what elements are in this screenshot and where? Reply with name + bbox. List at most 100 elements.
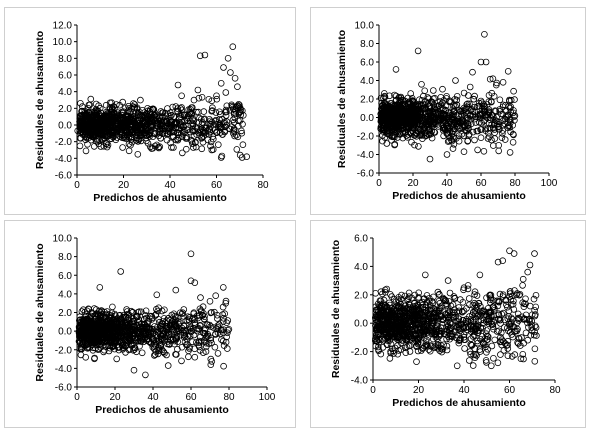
data-point	[87, 319, 95, 327]
data-point	[470, 95, 478, 103]
data-point	[424, 343, 431, 350]
data-point	[194, 86, 202, 94]
data-point	[533, 332, 540, 339]
data-point	[151, 323, 158, 330]
data-point	[438, 345, 446, 353]
data-point	[166, 129, 174, 136]
data-point	[497, 351, 504, 358]
data-point	[467, 322, 475, 329]
data-point	[475, 318, 482, 325]
data-point	[430, 87, 437, 94]
y-tick-label: -2.0	[357, 132, 375, 143]
data-point	[414, 47, 422, 55]
data-point	[121, 336, 129, 344]
data-point	[142, 312, 149, 319]
data-point	[498, 336, 506, 343]
data-point	[142, 124, 150, 131]
data-point	[447, 324, 455, 331]
data-point	[449, 301, 457, 308]
data-point	[84, 141, 91, 148]
data-point	[410, 120, 418, 128]
data-point	[136, 342, 143, 350]
data-point	[117, 268, 124, 275]
data-point	[220, 326, 228, 333]
x-tick-label: 80	[549, 385, 561, 396]
data-point	[471, 354, 479, 362]
data-point	[223, 118, 231, 125]
data-point	[200, 132, 207, 140]
data-point	[531, 328, 538, 336]
data-point	[471, 288, 479, 295]
data-point	[460, 148, 468, 156]
y-tick-label: 4.0	[354, 262, 368, 273]
data-point	[457, 110, 465, 118]
data-point	[430, 101, 438, 109]
data-point	[137, 338, 144, 345]
data-point	[111, 310, 118, 318]
data-point	[495, 142, 503, 149]
data-point	[387, 321, 395, 329]
data-point	[105, 121, 112, 128]
scatter-chart-1: -6.0-4.0-2.00.02.04.06.08.010.012.00 20 40…	[34, 21, 269, 205]
data-point	[78, 328, 86, 335]
data-point	[95, 332, 103, 339]
data-point	[481, 311, 489, 318]
data-point	[163, 331, 170, 339]
data-point	[484, 336, 491, 343]
data-point	[201, 115, 208, 123]
data-point	[190, 132, 198, 140]
data-point	[214, 350, 222, 357]
y-tick-label: 2.0	[58, 308, 72, 319]
x-tick-label: 0	[74, 180, 80, 191]
data-point	[219, 303, 227, 311]
data-point	[174, 81, 182, 89]
data-point	[109, 317, 116, 324]
data-point	[219, 337, 227, 345]
data-point	[381, 304, 389, 311]
data-point	[414, 305, 421, 313]
data-point	[89, 339, 97, 346]
data-point	[372, 290, 379, 297]
data-point	[152, 332, 160, 339]
data-point	[453, 96, 461, 104]
data-point	[207, 309, 215, 317]
data-point	[489, 75, 497, 82]
data-point	[460, 317, 467, 324]
data-point	[173, 335, 181, 342]
data-point	[196, 343, 203, 351]
data-point	[225, 326, 233, 333]
data-point	[423, 298, 431, 306]
x-tick-label: 0	[376, 178, 382, 189]
data-point	[491, 135, 499, 142]
data-point	[517, 342, 524, 349]
data-point	[92, 100, 100, 108]
data-point	[531, 307, 538, 314]
data-point	[106, 104, 114, 111]
data-point	[456, 118, 464, 126]
data-point	[394, 117, 401, 125]
data-point	[223, 121, 231, 129]
data-point	[498, 329, 505, 337]
data-point	[148, 333, 155, 340]
data-point	[375, 343, 382, 351]
y-tick-label: 8.0	[58, 252, 72, 263]
data-point	[504, 67, 512, 75]
data-point	[379, 290, 386, 298]
x-tick-label: 40	[147, 392, 159, 403]
data-point	[408, 115, 415, 122]
data-point	[386, 104, 394, 112]
data-point	[81, 131, 89, 139]
data-point	[485, 133, 493, 140]
data-point	[222, 112, 230, 119]
data-point	[408, 95, 416, 102]
data-point	[443, 93, 450, 100]
data-point	[156, 327, 164, 335]
data-point	[105, 113, 112, 120]
data-point	[416, 96, 423, 103]
data-point	[507, 290, 514, 297]
data-point	[382, 326, 390, 333]
data-point	[466, 357, 473, 364]
data-point	[501, 136, 509, 143]
data-point	[212, 292, 220, 299]
y-tick-label: 2.0	[58, 104, 72, 115]
